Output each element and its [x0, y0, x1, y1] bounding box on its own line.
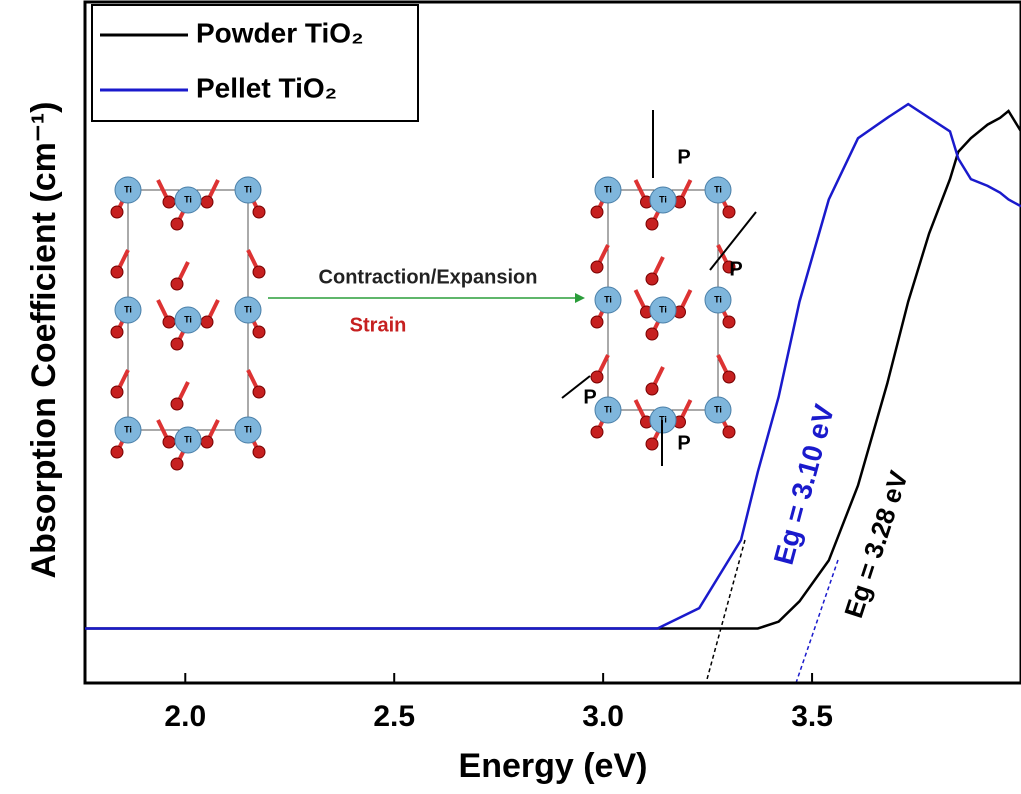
annotations [268, 293, 838, 683]
o-atom [591, 206, 603, 218]
x-tick-label: 3.0 [582, 700, 624, 733]
eg-arrow [706, 540, 745, 683]
annotation: Eg = 3.28 eV [838, 467, 914, 622]
o-atom [646, 438, 658, 450]
atom-label: Ti [604, 294, 612, 304]
o-atom [591, 261, 603, 273]
o-atom [171, 458, 183, 470]
o-atom [163, 316, 175, 328]
chart: Energy (eV) Absorption Coefficient (cm⁻¹… [0, 0, 1021, 794]
annotation: Strain [350, 314, 407, 336]
o-atom [723, 371, 735, 383]
o-atom [253, 446, 265, 458]
atom-label: Ti [659, 194, 667, 204]
x-tick-label: 2.5 [373, 700, 415, 733]
annotation: P [729, 258, 742, 280]
atom-label: Ti [124, 424, 132, 434]
o-atom [163, 436, 175, 448]
o-atom [171, 398, 183, 410]
o-atom [591, 426, 603, 438]
o-atom [646, 383, 658, 395]
atom-label: Ti [184, 314, 192, 324]
atom-label: Ti [244, 304, 252, 314]
o-atom [253, 206, 265, 218]
atom-label: Ti [604, 404, 612, 414]
atom-label: Ti [184, 194, 192, 204]
x-axis-label: Energy (eV) [459, 747, 648, 785]
o-atom [723, 426, 735, 438]
annotation: P [677, 432, 690, 454]
x-tick-label: 2.0 [164, 700, 206, 733]
o-atom [201, 196, 213, 208]
o-atom [646, 218, 658, 230]
atom-label: Ti [604, 184, 612, 194]
annotation: P [677, 146, 690, 168]
o-atom [111, 446, 123, 458]
o-atom [171, 338, 183, 350]
o-atom [591, 371, 603, 383]
atom-label: Ti [714, 294, 722, 304]
x-tick-label: 3.5 [791, 700, 833, 733]
legend-label: Pellet TiO₂ [196, 72, 337, 103]
atom-label: Ti [184, 434, 192, 444]
crystal: Ti Ti Ti Ti Ti Ti Ti Ti Ti [111, 177, 265, 470]
o-atom [723, 316, 735, 328]
atom-label: Ti [124, 304, 132, 314]
o-atom [253, 326, 265, 338]
arrow-head [575, 293, 585, 303]
o-atom [646, 328, 658, 340]
annotation: Eg = 3.10 eV [768, 401, 841, 568]
atom-label: Ti [714, 404, 722, 414]
legend: Powder TiO₂ Pellet TiO₂ [92, 5, 418, 121]
annotation: P [583, 386, 596, 408]
atom-label: Ti [124, 184, 132, 194]
atom-label: Ti [244, 424, 252, 434]
o-atom [201, 436, 213, 448]
o-atom [111, 326, 123, 338]
o-atom [253, 386, 265, 398]
o-atom [646, 273, 658, 285]
o-atom [201, 316, 213, 328]
atom-label: Ti [714, 184, 722, 194]
y-axis-label: Absorption Coefficient (cm⁻¹) [25, 102, 63, 579]
o-atom [171, 278, 183, 290]
atom-label: Ti [244, 184, 252, 194]
atom-label: Ti [659, 304, 667, 314]
o-atom [111, 206, 123, 218]
legend-label: Powder TiO₂ [196, 17, 364, 48]
annotation: Contraction/Expansion [319, 266, 538, 288]
o-atom [591, 316, 603, 328]
o-atom [163, 196, 175, 208]
o-atom [723, 206, 735, 218]
o-atom [253, 266, 265, 278]
o-atom [171, 218, 183, 230]
o-atom [111, 266, 123, 278]
o-atom [111, 386, 123, 398]
